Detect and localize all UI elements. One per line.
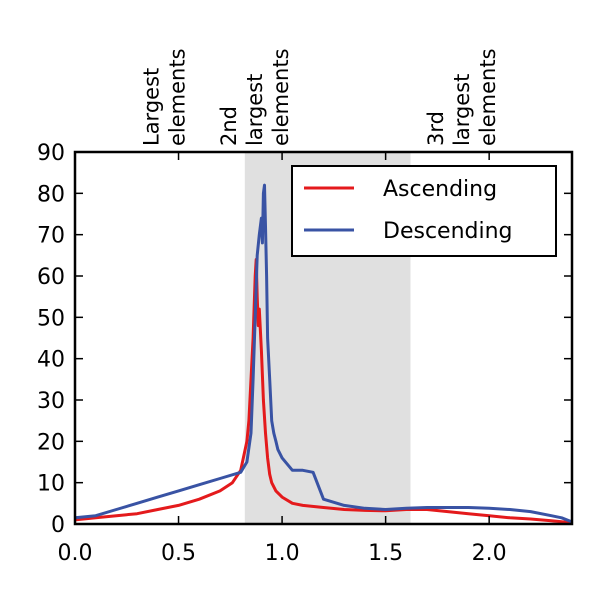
y-tick-label: 40 [37,348,65,373]
x-tick-label: 0.5 [161,541,196,566]
y-tick-label: 80 [37,182,65,207]
top-annotation-line: largest [450,74,474,146]
y-tick-label: 0 [51,513,65,538]
y-tick-label: 70 [37,224,65,249]
y-tick-label: 50 [37,306,65,331]
y-tick-label: 90 [37,141,65,166]
legend-box [291,165,557,257]
x-tick-label: 0.0 [58,541,93,566]
series-layer [74,183,573,525]
legend: Ascending Descending [291,165,557,257]
x-tick-label: 1.5 [368,541,403,566]
x-tick-label: 1.0 [265,541,300,566]
plot-frame [73,150,574,526]
y-tick-label: 30 [37,389,65,414]
top-annotation-line: 3rd [424,111,448,146]
top-annotation-2: 2nd largest elements [217,48,293,146]
y-tick-label: 10 [37,472,65,497]
top-annotation-3: 3rd largest elements [424,48,500,146]
top-annotations: Largest elements 2nd largest elements 3rd larg… [140,48,501,146]
legend-label-descending: Descending [383,219,513,244]
x-tick-label: 2.0 [472,541,507,566]
series-line-ascending [74,258,573,525]
top-annotation-line: Largest [140,68,164,146]
y-tick-label: 60 [37,265,65,290]
top-annotation-1: Largest elements [140,48,190,146]
top-annotation-line: largest [243,74,267,146]
ticks-layer: 0.0 0.5 1.0 1.5 2.0 0 10 20 30 40 50 60 70 80 90 [37,141,572,566]
top-annotation-line: 2nd [217,106,241,146]
top-annotation-line: elements [476,48,500,146]
y-tick-label: 20 [37,430,65,455]
top-annotation-line: elements [269,48,293,146]
legend-label-ascending: Ascending [383,177,497,202]
top-annotation-line: elements [166,48,190,146]
series-line-descending [74,183,573,524]
